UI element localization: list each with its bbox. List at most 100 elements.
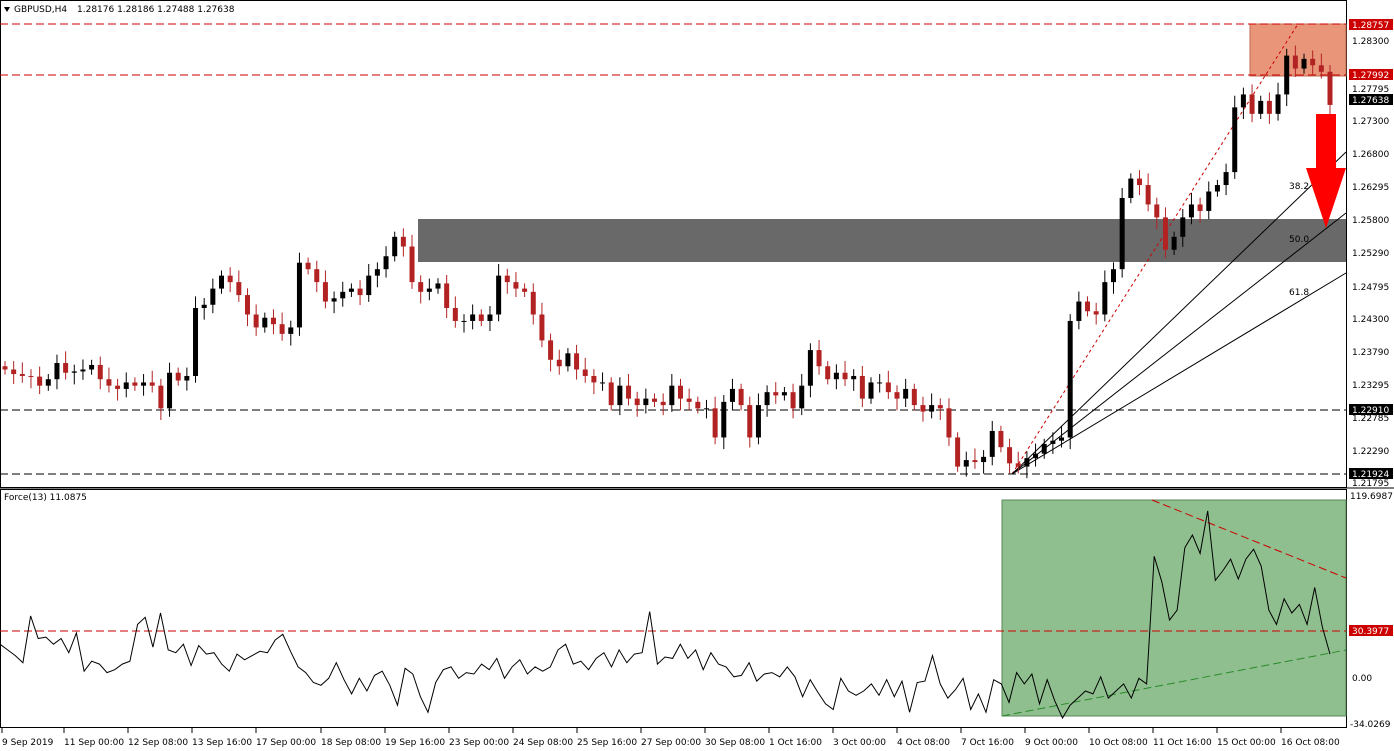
bullish-candle — [366, 275, 372, 296]
bearish-candle — [175, 372, 181, 381]
bearish-candle — [885, 382, 891, 393]
bullish-candle — [1284, 55, 1290, 95]
bearish-candle — [1154, 204, 1160, 218]
bullish-candle — [1180, 217, 1186, 237]
bullish-candle — [989, 430, 995, 457]
chevron-down-icon[interactable] — [4, 7, 10, 12]
bullish-candle — [392, 236, 398, 257]
bullish-candle — [1232, 107, 1238, 173]
time-axis[interactable]: 9 Sep 2019 11 Sep 00:00 12 Sep 08:00 13 Sep… — [1, 728, 1340, 748]
fib-label-50: 50.0 — [1289, 235, 1309, 245]
bullish-candle — [1102, 282, 1108, 315]
bearish-candle — [582, 369, 588, 376]
price-tag: 1.21924 — [1352, 470, 1389, 480]
time-tick: 16 Oct 08:00 — [1281, 738, 1340, 748]
resistance-zone — [1249, 23, 1347, 77]
bearish-candle — [1327, 71, 1333, 105]
bearish-candle — [106, 379, 112, 386]
bearish-candle — [1136, 178, 1142, 186]
time-tick: 23 Sep 00:00 — [449, 738, 509, 748]
bullish-candle — [600, 382, 606, 384]
bearish-candle — [2, 366, 8, 370]
bullish-candle — [868, 382, 874, 399]
bullish-candle — [877, 382, 883, 384]
fib-fan-38 — [1011, 151, 1347, 475]
time-tick: 30 Sep 08:00 — [705, 738, 765, 748]
bullish-candle — [348, 288, 354, 292]
bullish-candle — [764, 392, 770, 406]
bearish-candle — [270, 317, 276, 325]
bullish-candle — [141, 382, 147, 386]
bullish-candle — [331, 298, 337, 302]
bullish-candle — [669, 385, 675, 406]
bearish-candle — [452, 308, 458, 321]
bullish-candle — [1206, 191, 1212, 211]
bullish-candle — [184, 375, 190, 381]
bearish-candle — [894, 392, 900, 399]
bullish-candle — [80, 369, 86, 372]
time-tick: 4 Oct 08:00 — [897, 738, 950, 748]
bullish-candle — [461, 320, 467, 322]
time-tick: 13 Sep 16:00 — [192, 738, 252, 748]
bearish-candle — [1145, 185, 1151, 205]
time-tick: 15 Oct 00:00 — [1217, 738, 1276, 748]
bearish-candle — [859, 375, 865, 399]
bullish-candle — [1171, 236, 1177, 250]
bearish-candle — [626, 385, 632, 399]
bearish-candle — [1085, 301, 1091, 312]
bearish-candle — [418, 282, 424, 292]
bearish-candle — [1249, 94, 1255, 114]
bullish-candle — [89, 364, 95, 370]
bearish-candle — [1197, 204, 1203, 211]
current-price-tag: 1.27638 — [1352, 96, 1389, 106]
bullish-candle — [296, 262, 302, 328]
time-tick: 27 Sep 00:00 — [641, 738, 701, 748]
bullish-candle — [929, 405, 935, 412]
bullish-candle — [435, 283, 441, 289]
bullish-candle — [193, 308, 199, 376]
ohlc-label: 1.28176 1.28186 1.27488 1.27638 — [77, 5, 235, 15]
force-tick: -34.0269 — [1350, 720, 1391, 730]
bearish-candle — [236, 282, 242, 296]
price-tick: 1.22290 — [1352, 447, 1389, 457]
price-axis[interactable]: 1.28300 1.27795 1.27300 1.26800 1.26295 … — [1349, 19, 1393, 489]
bearish-candle — [1007, 447, 1013, 464]
force-axis[interactable]: 119.6987 30.3977 0.00 -34.0269 — [1349, 492, 1393, 730]
bearish-candle — [28, 375, 34, 377]
price-tick: 1.26295 — [1352, 183, 1389, 193]
bullish-candle — [963, 460, 969, 467]
bearish-candle — [747, 405, 753, 438]
bullish-candle — [1033, 453, 1039, 459]
time-tick: 19 Sep 16:00 — [385, 738, 445, 748]
bearish-candle — [695, 401, 701, 409]
bullish-candle — [383, 256, 389, 270]
bullish-candle — [1223, 172, 1229, 186]
candlestick-series — [2, 45, 1333, 479]
time-tick: 12 Sep 08:00 — [128, 738, 188, 748]
bullish-candle — [1301, 58, 1307, 69]
bearish-candle — [591, 375, 597, 383]
bullish-candle — [1050, 440, 1056, 444]
force-index-line — [0, 510, 1331, 720]
bullish-candle — [617, 385, 623, 406]
force-divergence-zone — [1001, 499, 1347, 717]
price-tick: 1.24300 — [1352, 315, 1389, 325]
price-tag-bg — [1349, 404, 1393, 415]
bearish-candle — [842, 372, 848, 380]
bullish-candle — [781, 392, 787, 396]
bearish-candle — [19, 374, 25, 376]
bearish-candle — [513, 282, 519, 289]
bullish-candle — [45, 379, 51, 386]
time-tick: 17 Sep 00:00 — [256, 738, 316, 748]
bearish-candle — [1162, 217, 1168, 250]
bearish-candle — [1015, 463, 1021, 467]
price-tick: 1.22785 — [1352, 414, 1389, 424]
bearish-candle — [955, 437, 961, 467]
bearish-candle — [478, 314, 484, 321]
time-tick: 3 Oct 00:00 — [833, 738, 886, 748]
bearish-candle — [816, 350, 822, 367]
bearish-candle — [677, 385, 683, 399]
bullish-candle — [71, 371, 77, 373]
